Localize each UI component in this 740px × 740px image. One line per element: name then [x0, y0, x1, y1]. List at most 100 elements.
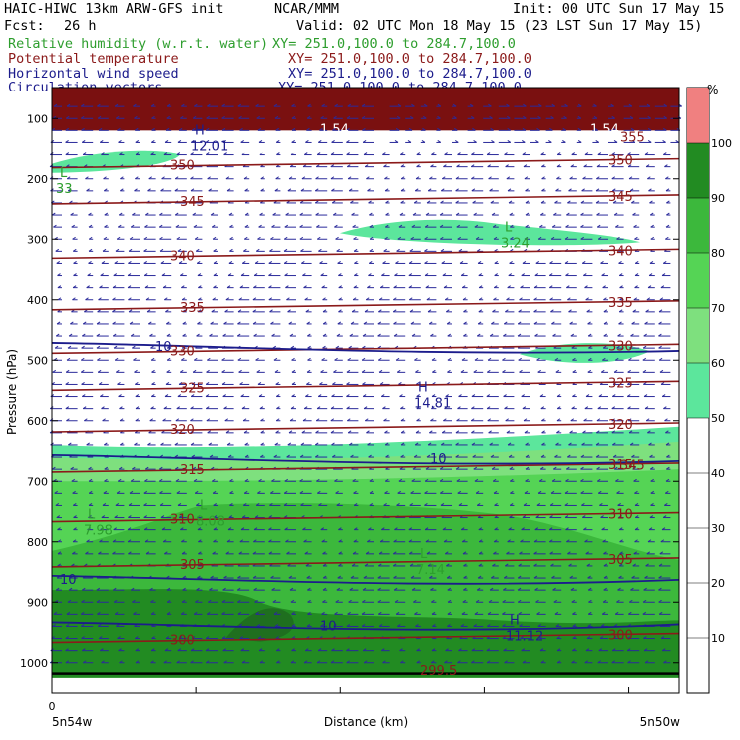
wind-vector-head — [177, 140, 182, 143]
wind-vector-head — [423, 103, 428, 107]
wind-vector-head — [428, 321, 433, 325]
wind-vector-head — [346, 624, 351, 627]
extremum-value: 8.08 — [196, 515, 225, 530]
wind-vector-head — [128, 248, 133, 252]
wind-vector-head — [361, 357, 366, 361]
wind-vector-head — [337, 321, 342, 325]
wind-vector-head — [291, 115, 296, 119]
wind-vector-head — [569, 575, 574, 579]
wind-vector-head — [133, 357, 137, 361]
wind-vector-head — [627, 418, 632, 422]
wind-vector-head — [572, 636, 577, 639]
wind-vector-head — [72, 236, 76, 240]
wind-vector-head — [353, 248, 358, 252]
wind-vector-head — [132, 599, 136, 603]
wind-vector-head — [252, 297, 257, 301]
wind-vector-head — [541, 418, 545, 422]
wind-vector-head — [612, 442, 616, 446]
wind-vector-head — [444, 297, 449, 301]
wind-vector-head — [274, 188, 279, 192]
wind-vector-head — [492, 224, 497, 228]
wind-vector-head — [475, 490, 480, 494]
wind-vector-head — [366, 176, 370, 180]
wind-vector-head — [72, 539, 77, 543]
theta-label-305: 305 — [180, 558, 205, 573]
theta-label-right-340: 340 — [608, 244, 633, 259]
wind-vector-head — [364, 164, 369, 168]
wind-vector-head — [66, 164, 70, 168]
wind-vector-head — [457, 406, 461, 410]
wind-vector-head — [382, 152, 386, 155]
wind-vector-head — [120, 188, 124, 192]
wind-vector-head — [461, 285, 466, 289]
wind-vector-head — [274, 442, 279, 446]
wind-vector-head — [98, 551, 102, 555]
wind-vector-head — [506, 430, 511, 434]
wind-vector-head — [471, 176, 475, 180]
wind-vector-head — [150, 406, 154, 410]
wind-vector-head — [411, 103, 415, 107]
wind-vector-head — [537, 369, 541, 373]
theta-label-right-305: 305 — [608, 553, 633, 568]
wind-vector-head — [134, 369, 138, 373]
wind-vector-head — [241, 406, 246, 410]
wind-vector-head — [316, 406, 321, 410]
wind-vector-head — [616, 345, 620, 349]
x-start-tick-label: 0 — [49, 700, 56, 713]
wind-vector-head — [393, 285, 398, 289]
theta-contour-315 — [51, 462, 680, 473]
wind-vector-head — [603, 297, 607, 301]
wind-vector-head — [460, 273, 465, 276]
wind-vector-head — [553, 212, 557, 216]
wind-vector-head — [564, 490, 569, 494]
wind-vector-head — [577, 127, 582, 131]
wind-vector-head — [492, 563, 496, 567]
wind-vector-head — [116, 369, 120, 373]
wind-vector-head — [353, 539, 358, 543]
wind-vector-head — [408, 297, 413, 301]
wind-vector-head — [161, 176, 165, 180]
wind-vector-head — [88, 515, 92, 518]
wind-vector-head — [462, 599, 467, 603]
wind-vector-head — [650, 224, 654, 228]
wind-vector-head — [145, 551, 150, 555]
theta-label-right-345: 345 — [608, 190, 633, 205]
wind-vector-head — [194, 103, 198, 107]
wind-vector-head — [348, 188, 353, 192]
wind-vector-head — [454, 140, 459, 143]
wind-vector-head — [318, 248, 322, 252]
theta-extra-label: 345 — [620, 458, 645, 473]
wind-vector-head — [227, 273, 232, 276]
extremum-value: 11.12 — [506, 630, 543, 645]
wind-vector-head — [634, 490, 638, 494]
wind-vector-head — [503, 394, 507, 397]
wind-vector-head — [396, 248, 400, 252]
wind-vector-head — [487, 611, 492, 615]
wind-vector-head — [601, 527, 605, 531]
wind-vector-head — [379, 539, 384, 543]
wind-vector-head — [478, 273, 483, 276]
wind-vector-head — [431, 357, 436, 361]
wind-vector-head — [503, 333, 507, 337]
wind-vector-head — [352, 224, 356, 228]
wind-vector-head — [661, 648, 666, 652]
wind-vector-head — [65, 624, 70, 627]
wind-vector-head — [551, 321, 555, 325]
wind-vector-head — [259, 406, 264, 410]
wind-vector-head — [285, 539, 289, 543]
wind-vector-head — [443, 285, 448, 289]
wind-vector-head — [160, 188, 164, 192]
wind-vector-head — [369, 478, 374, 482]
wind-vector-head — [163, 660, 168, 664]
wind-vector-head — [415, 624, 419, 627]
wind-vector-head — [205, 127, 210, 131]
wind-vector-head — [322, 309, 327, 313]
wind-vector-head — [102, 418, 106, 422]
wind-vector-head — [503, 575, 508, 579]
wind-vector-head — [398, 478, 403, 482]
wind-speed-contour-10 — [51, 574, 680, 585]
wind-vector-head — [117, 636, 121, 639]
wind-vector-head — [613, 140, 618, 143]
wind-vector-head — [587, 575, 591, 579]
wind-vector-head — [130, 478, 135, 482]
